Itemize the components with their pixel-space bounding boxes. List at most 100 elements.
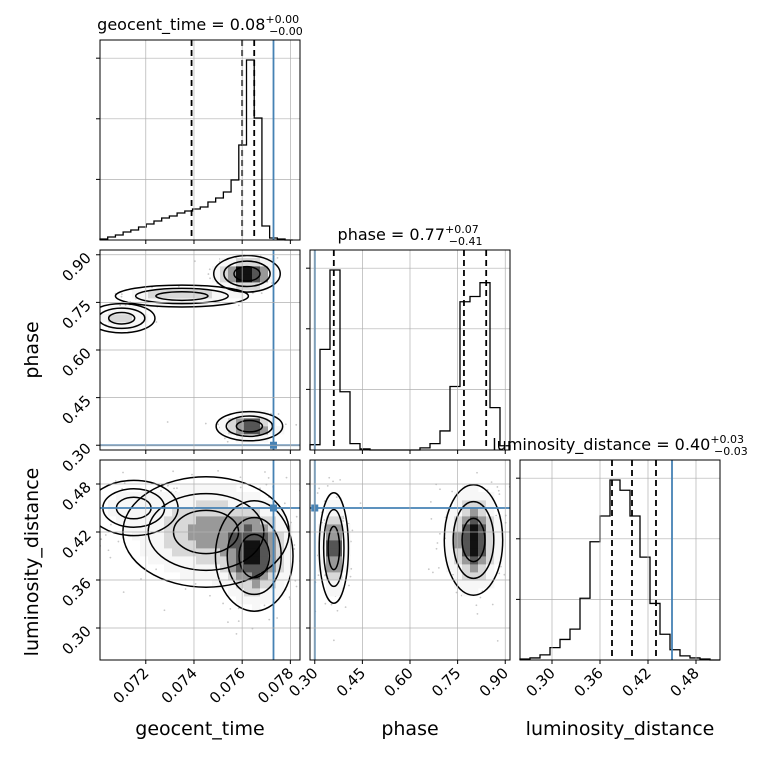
density-cell <box>470 500 479 509</box>
density-cell <box>334 516 343 525</box>
density-cell <box>228 418 237 427</box>
density-cell <box>156 524 165 533</box>
density-cell <box>462 508 471 517</box>
density-cell <box>196 492 205 501</box>
density-cell <box>220 572 229 581</box>
density-cell <box>252 532 261 541</box>
density-cell <box>148 492 157 501</box>
density-cell <box>342 532 351 541</box>
contour-level-0 <box>327 525 341 571</box>
density-cell <box>236 274 245 283</box>
density-cell <box>132 492 141 501</box>
density-cell <box>204 556 213 565</box>
density-cell <box>462 484 471 493</box>
sample-point <box>476 612 479 615</box>
sample-point <box>524 545 526 547</box>
density-cell <box>212 580 221 589</box>
density-cell <box>220 508 229 517</box>
sample-point <box>270 282 273 284</box>
density-cell <box>478 516 487 525</box>
density-cell <box>172 564 181 573</box>
sample-point <box>350 540 352 543</box>
density-cell <box>446 516 455 525</box>
density-cell <box>116 508 125 517</box>
density-cell <box>132 500 141 509</box>
density-cell <box>156 500 165 509</box>
sample-point <box>498 493 501 496</box>
density-cell <box>260 258 269 267</box>
density-cell <box>470 508 479 517</box>
sample-point <box>427 568 430 571</box>
title-lower-error: −0.03 <box>714 445 748 458</box>
density-cell <box>228 588 237 597</box>
density-cell <box>342 564 351 573</box>
density-cell <box>204 500 213 509</box>
density-cell <box>470 580 479 589</box>
density-cell <box>478 580 487 589</box>
density-cell <box>204 508 213 517</box>
density-cell <box>470 524 479 533</box>
histogram-luminosity_distance <box>519 479 720 661</box>
density-cell <box>156 508 165 517</box>
sample-point <box>155 568 158 571</box>
density-cell <box>196 564 205 573</box>
density-cell <box>260 564 269 573</box>
contour-level-1 <box>225 415 274 438</box>
sample-point <box>267 477 270 479</box>
sample-point <box>500 565 502 568</box>
density-cell <box>108 508 117 517</box>
density-cell <box>470 556 479 565</box>
sample-point <box>191 473 193 476</box>
sample-point <box>91 315 93 317</box>
sample-point <box>263 604 266 607</box>
sample-point <box>339 478 342 481</box>
sample-point <box>342 515 345 518</box>
contour-level-1 <box>223 260 271 288</box>
sample-point <box>332 480 334 483</box>
density-cell <box>454 548 463 557</box>
sample-point <box>208 268 211 271</box>
density-cell <box>244 564 253 573</box>
density-cell <box>156 532 165 541</box>
density-cell <box>140 524 149 533</box>
sample-point <box>497 489 500 492</box>
density-cell <box>220 500 229 509</box>
title-value: phase = 0.77 <box>338 225 445 244</box>
sample-point <box>321 521 323 524</box>
density-cell <box>326 548 335 557</box>
density-cell <box>454 564 463 573</box>
density-cell <box>236 508 245 517</box>
density-cell <box>326 500 335 509</box>
density-cell <box>172 516 181 525</box>
density-cell <box>220 556 229 565</box>
density-cell <box>228 500 237 509</box>
sample-point <box>285 476 288 479</box>
sample-point <box>430 517 433 520</box>
tick-label-luminosity_distance: 0.30 <box>522 664 558 700</box>
density-cell <box>164 548 173 557</box>
density-cell <box>124 524 133 533</box>
sample-point <box>167 484 169 487</box>
sample-point <box>351 529 354 532</box>
density-cell <box>478 524 487 533</box>
sample-point <box>92 314 94 316</box>
density-cell <box>132 314 141 323</box>
density-cell <box>220 426 229 435</box>
histogram-geocent_time <box>99 59 293 241</box>
sample-point <box>259 487 261 490</box>
pair-frame-2 <box>309 459 511 661</box>
tick-label-phase: 0.60 <box>58 344 94 380</box>
tick-label-geocent_time: 0.076 <box>206 664 249 707</box>
density-cells <box>108 484 293 613</box>
density-cell <box>470 516 479 525</box>
density-cell <box>172 524 181 533</box>
density-cell <box>478 508 487 517</box>
density-cell <box>446 548 455 557</box>
sample-point <box>160 489 162 492</box>
sample-point <box>324 574 327 577</box>
sample-point <box>303 554 305 556</box>
sample-point <box>226 440 229 443</box>
density-cell <box>156 540 165 549</box>
title-lower-error: −0.00 <box>269 25 303 38</box>
